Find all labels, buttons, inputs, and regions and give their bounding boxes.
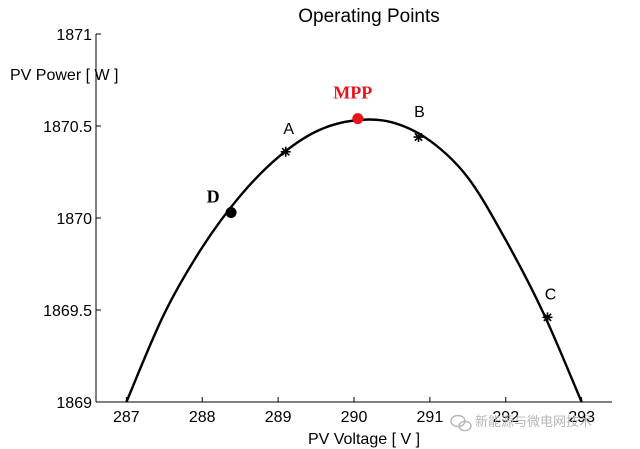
star-stroke	[414, 132, 423, 142]
x-tick-label: 289	[265, 409, 292, 426]
x-tick-label: 287	[113, 409, 140, 426]
point-b-marker	[413, 132, 424, 143]
point-a-label: A	[283, 121, 294, 138]
watermark-text: 新能源与微电网技术	[475, 414, 592, 430]
star-stroke	[543, 313, 552, 322]
power-curve	[125, 118, 583, 403]
x-tick-label: 291	[417, 409, 444, 426]
chart-title: Operating Points	[298, 6, 440, 27]
point-d-label: D	[207, 186, 220, 206]
x-tick-label: 293	[568, 409, 595, 426]
x-axis-label: PV Voltage [ V ]	[308, 431, 420, 448]
y-tick-label: 1869	[56, 395, 92, 412]
x-tick-label: 288	[189, 409, 216, 426]
point-b-label: B	[414, 104, 425, 121]
wechat-icon	[450, 414, 472, 432]
y-tick-label: 1870	[56, 211, 92, 228]
y-tick-label: 1869.5	[43, 303, 92, 320]
point-mpp-marker	[352, 113, 364, 125]
point-d-marker	[225, 206, 237, 218]
star-stroke	[281, 147, 290, 156]
point-a-marker	[280, 146, 291, 157]
watermark: 新能源与微电网技术	[450, 414, 592, 432]
point-mpp-label: MPP	[333, 83, 372, 103]
point-c-marker	[542, 312, 553, 323]
point-c-label: C	[545, 286, 557, 303]
x-tick-label: 292	[492, 409, 519, 426]
y-tick-label: 1871	[56, 27, 92, 44]
y-axis-label: PV Power [ W ]	[10, 67, 118, 84]
x-tick-label: 290	[341, 409, 368, 426]
y-tick-label: 1870.5	[43, 119, 92, 136]
